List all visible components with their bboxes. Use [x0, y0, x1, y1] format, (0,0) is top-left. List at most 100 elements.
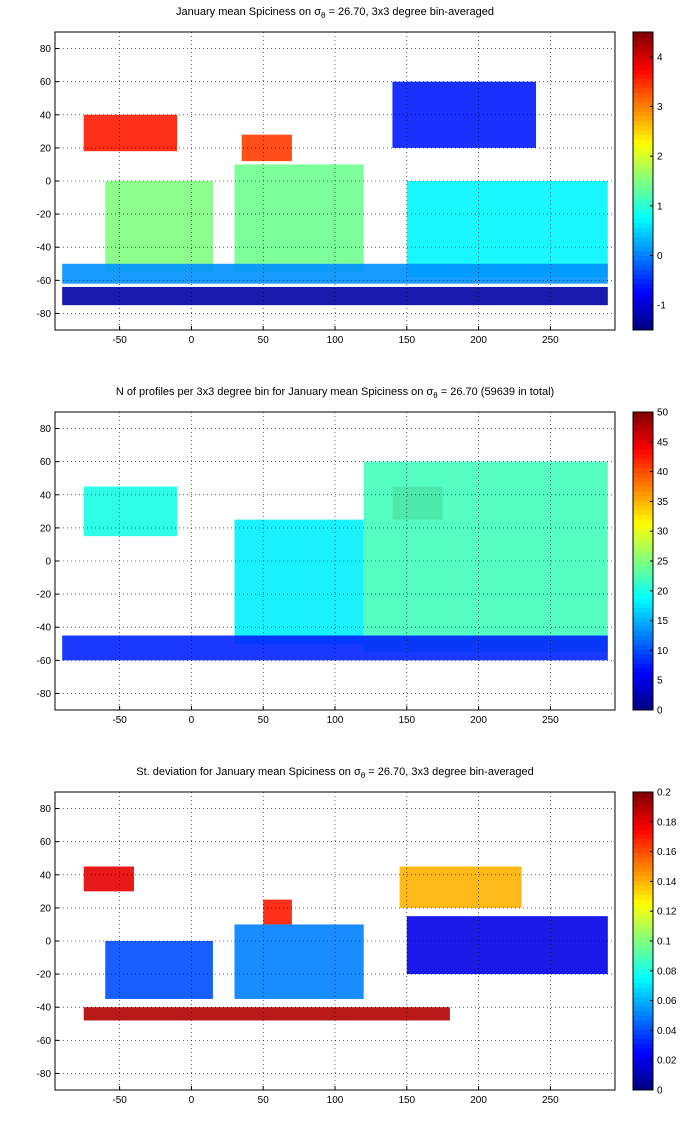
colorbar-segment — [633, 69, 653, 75]
colorbar-segment — [633, 1029, 653, 1035]
x-tick-label: 100 — [327, 715, 344, 726]
y-tick-label: 20 — [40, 903, 52, 914]
y-tick-label: 0 — [45, 937, 51, 948]
data-region — [83, 1007, 450, 1021]
colorbar-segment — [633, 927, 653, 933]
colorbar-segment — [633, 453, 653, 459]
colorbar-segment — [633, 996, 653, 1002]
colorbar-segment — [633, 1006, 653, 1012]
colorbar-segment — [633, 824, 653, 830]
colorbar-segment — [633, 612, 653, 618]
colorbar-segment — [633, 917, 653, 923]
data-region — [234, 519, 364, 644]
colorbar-segment — [633, 1048, 653, 1054]
colorbar-segment — [633, 505, 653, 511]
colorbar-segment — [633, 467, 653, 473]
heatmap-svg: -50 0 50 100 150 200 250 -80 -60 -40 -20 0 20 40 60 80 0… — [37, 408, 669, 727]
colorbar-segment — [633, 658, 653, 664]
y-tick-label: 60 — [40, 837, 52, 848]
colorbar-segment — [633, 556, 653, 562]
colorbar-segment — [633, 64, 653, 70]
data-region — [263, 899, 292, 925]
colorbar-segment — [633, 815, 653, 821]
colorbar-segment — [633, 129, 653, 135]
y-tick-label: 80 — [40, 804, 52, 815]
y-tick-label: 60 — [40, 457, 52, 468]
colorbar-segment — [633, 950, 653, 956]
colorbar-segment — [633, 621, 653, 627]
colorbar-segment — [633, 973, 653, 979]
colorbar-tick-label: 35 — [657, 497, 669, 508]
colorbar-segment — [633, 588, 653, 594]
colorbar-segment — [633, 125, 653, 131]
x-tick-label: -50 — [112, 1095, 127, 1106]
colorbar-segment — [633, 1043, 653, 1049]
colorbar-segment — [633, 412, 653, 418]
x-tick-label: 50 — [258, 715, 270, 726]
colorbar-segment — [633, 691, 653, 697]
colorbar-segment — [633, 78, 653, 84]
colorbar-segment — [633, 523, 653, 529]
colorbar-tick-label: 0.06 — [657, 996, 677, 1007]
colorbar-segment — [633, 810, 653, 816]
data-region — [234, 924, 364, 999]
y-tick-label: -60 — [37, 1036, 52, 1047]
colorbar-segment — [633, 255, 653, 261]
colorbar-segment — [633, 218, 653, 224]
colorbar-segment — [633, 672, 653, 678]
colorbar-tick-label: 20 — [657, 586, 669, 597]
colorbar-segment — [633, 439, 653, 445]
y-tick-label: 0 — [45, 177, 51, 188]
colorbar-segment — [633, 982, 653, 988]
chart-panel-profile-count: N of profiles per 3x3 degree bin for Jan… — [0, 380, 696, 760]
colorbar-frame — [632, 31, 654, 331]
data-region — [105, 181, 213, 273]
colorbar-segment — [633, 425, 653, 432]
colorbar-segment — [633, 843, 653, 849]
colorbar-tick-label: 3 — [657, 102, 663, 113]
colorbar-tick-label: 0.18 — [657, 817, 677, 828]
colorbar-segment — [633, 700, 653, 706]
data-region — [392, 81, 537, 148]
y-tick-label: -80 — [37, 689, 52, 700]
colorbar-segment — [633, 579, 653, 585]
colorbar-tick-label: 0 — [657, 1086, 663, 1097]
colorbar-segment — [633, 880, 653, 886]
colorbar-segment — [633, 246, 653, 252]
colorbar-segment — [633, 278, 653, 284]
colorbar-segment — [633, 630, 653, 636]
colorbar-segment — [633, 260, 653, 266]
x-tick-label: 150 — [398, 335, 415, 346]
y-tick-label: 40 — [40, 110, 52, 121]
y-tick-label: -20 — [37, 210, 52, 221]
colorbar-segment — [633, 931, 653, 937]
y-tick-label: -80 — [37, 1069, 52, 1080]
colorbar-segment — [633, 416, 653, 422]
colorbar-segment — [633, 537, 653, 543]
x-tick-label: 150 — [398, 1095, 415, 1106]
colorbar-segment — [633, 913, 653, 919]
colorbar-segment — [633, 73, 653, 79]
colorbar-segment — [633, 320, 653, 326]
colorbar-segment — [633, 1080, 653, 1086]
colorbar-segment — [633, 1015, 653, 1021]
x-tick-label: 250 — [542, 1095, 559, 1106]
x-tick-label: -50 — [112, 335, 127, 346]
colorbar-segment — [633, 269, 653, 275]
colorbar-segment — [633, 992, 653, 998]
colorbar-tick-label: 45 — [657, 437, 669, 448]
colorbar-segment — [633, 162, 653, 168]
colorbar-segment — [633, 561, 653, 567]
colorbar-segment — [633, 325, 653, 331]
colorbar-segment — [633, 111, 653, 117]
y-tick-label: 40 — [40, 870, 52, 881]
colorbar-segment — [633, 514, 653, 520]
colorbar-segment — [633, 1057, 653, 1063]
colorbar-segment — [633, 857, 653, 863]
colorbar-segment — [633, 250, 653, 256]
colorbar-segment — [633, 861, 653, 867]
colorbar-segment — [633, 677, 653, 683]
data-region — [105, 941, 213, 999]
colorbar-segment — [633, 945, 653, 951]
data-region — [399, 866, 522, 908]
